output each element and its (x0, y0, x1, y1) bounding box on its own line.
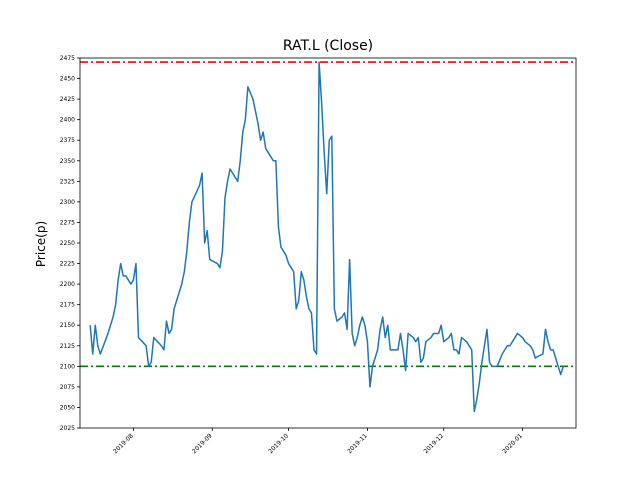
y-axis: 2025 2050 2075 2100 2125 2150 2175 2200 2225 2250… (60, 55, 80, 432)
y-axis-label: Price(p) (34, 221, 48, 267)
close-price-line (89, 61, 564, 413)
y-tick-label: 2475 (60, 55, 75, 62)
y-tick-label: 2100 (60, 363, 75, 370)
y-tick-label: 2150 (60, 322, 75, 329)
y-tick-label: 2125 (60, 343, 75, 350)
y-tick-label: 2225 (60, 261, 75, 268)
y-tick-label: 2075 (60, 384, 75, 391)
y-tick-label: 2200 (60, 281, 75, 288)
y-tick-label: 2450 (60, 76, 75, 83)
y-tick-label: 2175 (60, 302, 75, 309)
y-tick-label: 2375 (60, 137, 75, 144)
y-tick-label: 2400 (60, 117, 75, 124)
y-tick-label: 2350 (60, 158, 75, 165)
chart-title: RAT.L (Close) (283, 38, 373, 54)
plot-area (80, 61, 576, 413)
y-tick-label: 2025 (60, 425, 75, 432)
y-tick-label: 2325 (60, 178, 75, 185)
y-tick-label: 2250 (60, 240, 75, 247)
y-tick-label: 2300 (60, 199, 75, 206)
y-tick-label: 2050 (60, 404, 75, 411)
y-tick-label: 2275 (60, 219, 75, 226)
y-tick-label: 2425 (60, 96, 75, 103)
